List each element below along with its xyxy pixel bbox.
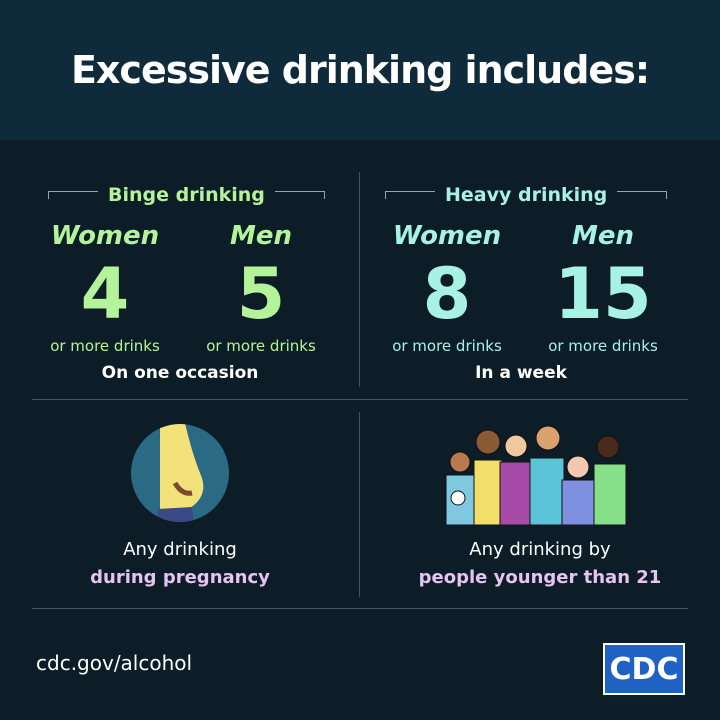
heavy-women: Women 8 or more drinks: [372, 220, 522, 356]
binge-women: Women 4 or more drinks: [30, 220, 180, 356]
underage-caption: Any drinking by people younger than 21: [390, 536, 690, 592]
binge-label: Binge drinking: [108, 184, 265, 206]
heavy-men: Men 15 or more drinks: [528, 220, 678, 356]
unit-label: or more drinks: [50, 337, 160, 355]
caption-line: Any drinking: [123, 539, 237, 560]
pregnant-woman-illustration: [131, 424, 229, 522]
caption-highlight: during pregnancy: [90, 567, 270, 588]
divider: [32, 399, 688, 400]
website-link[interactable]: cdc.gov/alcohol: [36, 651, 193, 675]
bracket-decoration: [617, 191, 668, 199]
page-title: Excessive drinking includes:: [70, 48, 650, 92]
heavy-label: Heavy drinking: [445, 184, 608, 206]
bracket-decoration: [48, 191, 98, 199]
men-label: Men: [571, 221, 635, 251]
divider: [359, 172, 360, 387]
binge-men: Men 5 or more drinks: [186, 220, 336, 356]
divider: [359, 412, 360, 597]
heavy-period: In a week: [475, 363, 567, 383]
heavy-heading: Heavy drinking: [385, 182, 668, 208]
caption-highlight: people younger than 21: [418, 567, 662, 588]
caption-line: Any drinking by: [469, 539, 611, 560]
women-drink-count: 8: [422, 253, 472, 335]
men-drink-count: 5: [236, 253, 286, 335]
bracket-decoration: [385, 191, 435, 199]
men-label: Men: [229, 221, 293, 251]
women-drink-count: 4: [80, 253, 130, 335]
unit-label: or more drinks: [548, 337, 658, 355]
binge-heading: Binge drinking: [48, 182, 325, 208]
men-drink-count: 15: [554, 253, 652, 335]
cdc-logo: CDC: [603, 643, 685, 695]
unit-label: or more drinks: [206, 337, 316, 355]
divider: [32, 608, 688, 609]
unit-label: or more drinks: [392, 337, 502, 355]
pregnancy-caption: Any drinking during pregnancy: [30, 536, 330, 592]
women-label: Women: [392, 221, 502, 251]
header: Excessive drinking includes:: [0, 0, 720, 140]
bracket-decoration: [274, 191, 325, 199]
young-people-illustration: [445, 425, 627, 525]
women-label: Women: [50, 221, 160, 251]
binge-period: On one occasion: [101, 363, 259, 383]
logo-text: CDC: [609, 651, 679, 687]
